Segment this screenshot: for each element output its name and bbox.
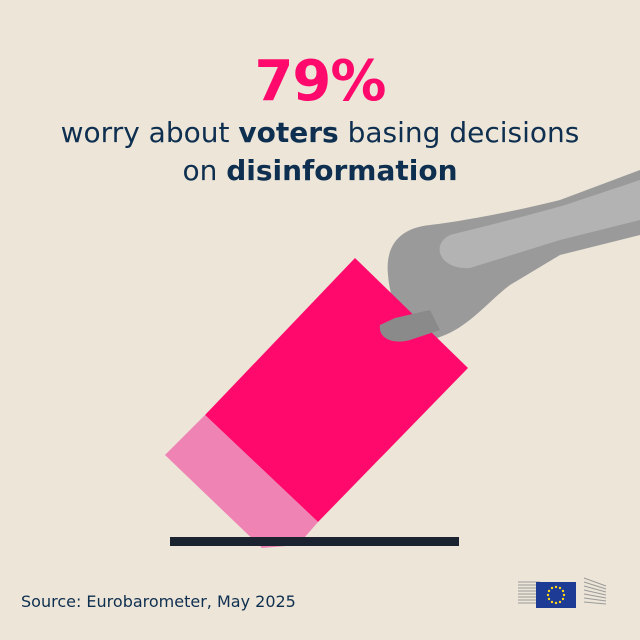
headline-percentage: 79% — [254, 49, 386, 114]
text: worry about — [60, 116, 239, 149]
ballot-box-slot — [170, 537, 459, 546]
headline: 79% worry about voters basing decisions … — [0, 50, 640, 190]
text: basing decisions — [338, 116, 580, 149]
headline-line-1: worry about voters basing decisions — [0, 114, 640, 152]
headline-line-2: on disinformation — [0, 152, 640, 190]
emphasis: disinformation — [226, 154, 458, 187]
emphasis: voters — [238, 116, 339, 149]
arm-highlight — [439, 180, 640, 269]
source-note: Source: Eurobarometer, May 2025 — [21, 592, 296, 611]
ballot-paper-inside-box — [165, 415, 318, 548]
text: on — [182, 154, 227, 187]
thumb — [379, 310, 440, 342]
european-commission-logo — [518, 577, 607, 608]
